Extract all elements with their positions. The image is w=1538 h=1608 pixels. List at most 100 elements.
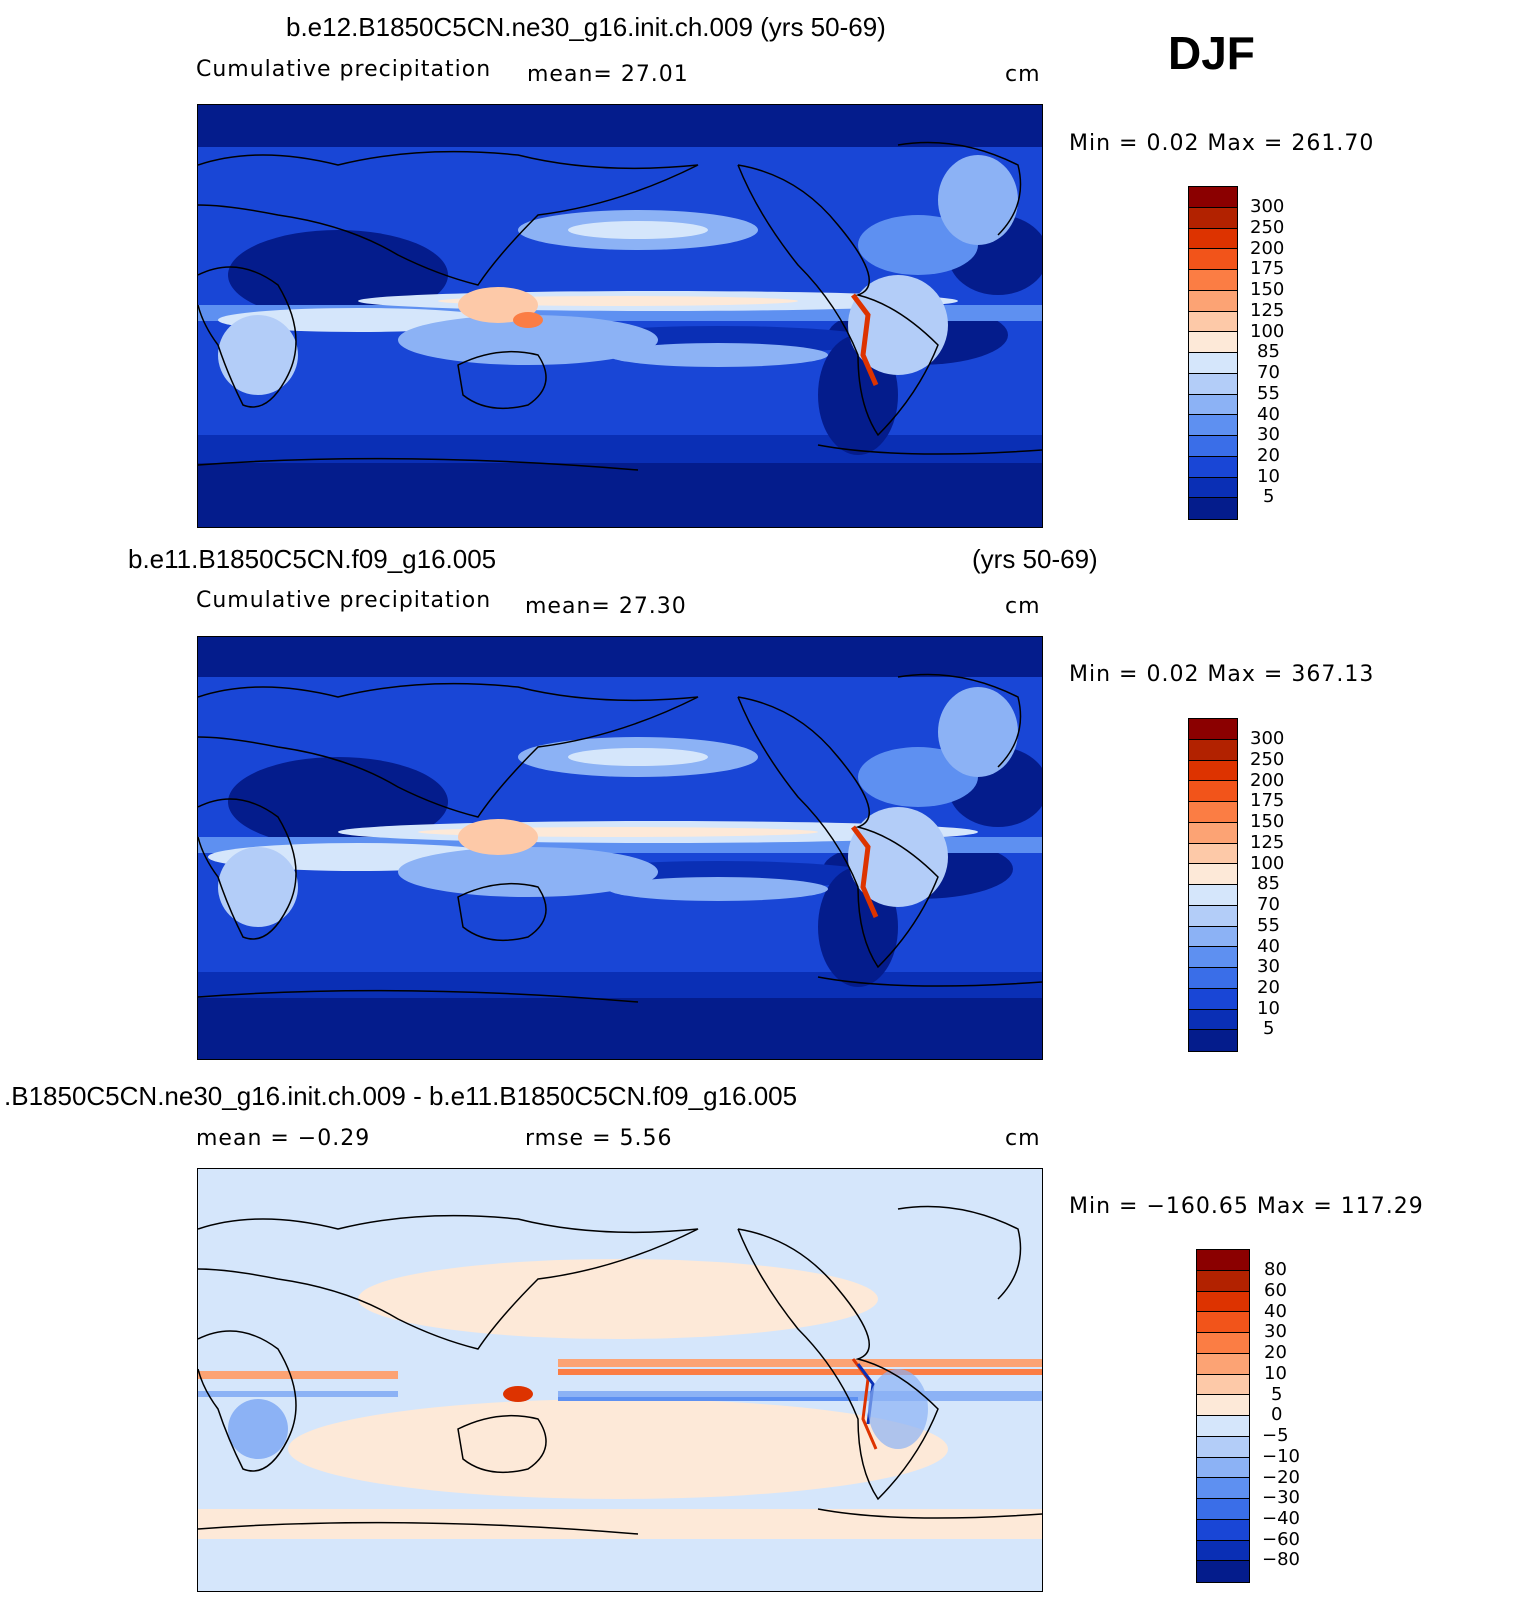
panel1-variable-label: Cumulative precipitation bbox=[196, 57, 492, 82]
colorbar-tick-label: 20 bbox=[1257, 445, 1280, 466]
panel3-colorbar-bin bbox=[1197, 1333, 1249, 1354]
panel1-colorbar-bin bbox=[1189, 270, 1237, 291]
colorbar-tick-label: 40 bbox=[1264, 1301, 1287, 1322]
colorbar-tick-label: 55 bbox=[1257, 383, 1280, 404]
panel1-colorbar-bin bbox=[1189, 415, 1237, 436]
panel3-colorbar-bin bbox=[1197, 1312, 1249, 1333]
panel1-colorbar-bin bbox=[1189, 353, 1237, 374]
colorbar-tick-label: 70 bbox=[1257, 894, 1280, 915]
panel2-map-svg bbox=[198, 637, 1042, 1059]
colorbar-tick-label: 150 bbox=[1250, 811, 1285, 832]
panel3-diff-map bbox=[197, 1168, 1043, 1592]
colorbar-tick-label: 250 bbox=[1250, 217, 1285, 238]
colorbar-tick-label: −30 bbox=[1262, 1487, 1300, 1508]
panel2-colorbar-bin bbox=[1189, 739, 1237, 761]
colorbar-tick-label: 5 bbox=[1263, 486, 1275, 507]
panel3-colorbar-bin bbox=[1197, 1519, 1249, 1541]
panel2-title: b.e11.B1850C5CN.f09_g16.005 bbox=[128, 544, 497, 574]
panel1-colorbar bbox=[1188, 186, 1238, 520]
panel3-colorbar-bin bbox=[1197, 1374, 1249, 1396]
colorbar-tick-label: 20 bbox=[1257, 977, 1280, 998]
panel2-colorbar-bin bbox=[1189, 988, 1237, 1010]
panel3-colorbar-bin bbox=[1197, 1499, 1249, 1520]
panel3-colorbar-bin bbox=[1197, 1270, 1249, 1292]
colorbar-tick-label: 175 bbox=[1250, 790, 1285, 811]
panel1-colorbar-bin bbox=[1189, 332, 1237, 353]
panel2-colorbar-bin bbox=[1189, 1030, 1237, 1051]
panel3-colorbar-bin bbox=[1197, 1416, 1249, 1437]
panel2-colorbar-bin bbox=[1189, 947, 1237, 968]
panel1-precip-map bbox=[197, 104, 1043, 528]
season-label: DJF bbox=[1168, 27, 1255, 79]
colorbar-tick-label: 200 bbox=[1250, 238, 1285, 259]
panel1-title: b.e12.B1850C5CN.ne30_g16.init.ch.009 (yr… bbox=[286, 12, 886, 42]
colorbar-tick-label: −5 bbox=[1262, 1425, 1289, 1446]
panel1-map-svg bbox=[198, 105, 1042, 527]
panel1-unit-label: cm bbox=[1005, 62, 1041, 87]
colorbar-tick-label: 85 bbox=[1257, 873, 1280, 894]
panel2-title-years: (yrs 50-69) bbox=[972, 544, 1098, 574]
colorbar-tick-label: −20 bbox=[1262, 1467, 1300, 1488]
panel2-colorbar-bin bbox=[1189, 968, 1237, 989]
panel2-colorbar-bin bbox=[1189, 885, 1237, 906]
colorbar-tick-label: 70 bbox=[1257, 362, 1280, 383]
panel3-colorbar-bin bbox=[1197, 1478, 1249, 1499]
panel1-colorbar-bin bbox=[1189, 498, 1237, 519]
panel3-colorbar-bin bbox=[1197, 1250, 1249, 1271]
panel1-minmax-label: Min = 0.02 Max = 261.70 bbox=[1069, 131, 1375, 156]
panel1-colorbar-bin bbox=[1189, 373, 1237, 395]
colorbar-tick-label: 5 bbox=[1271, 1384, 1283, 1405]
panel3-colorbar-bin bbox=[1197, 1540, 1249, 1562]
colorbar-tick-label: 40 bbox=[1257, 936, 1280, 957]
colorbar-tick-label: 175 bbox=[1250, 258, 1285, 279]
colorbar-tick-label: 300 bbox=[1250, 728, 1285, 749]
panel2-colorbar-bin bbox=[1189, 843, 1237, 865]
panel2-colorbar-bin bbox=[1189, 864, 1237, 885]
panel3-colorbar-bin bbox=[1197, 1457, 1249, 1479]
panel1-colorbar-bin bbox=[1189, 228, 1237, 250]
panel3-colorbar-bin bbox=[1197, 1436, 1249, 1458]
panel3-colorbar bbox=[1196, 1249, 1250, 1583]
colorbar-tick-label: 100 bbox=[1250, 321, 1285, 342]
panel2-colorbar-bin bbox=[1189, 719, 1237, 740]
panel2-colorbar-bin bbox=[1189, 760, 1237, 782]
colorbar-tick-label: 10 bbox=[1257, 466, 1280, 487]
colorbar-tick-label: −80 bbox=[1262, 1549, 1300, 1570]
panel2-colorbar-bin bbox=[1189, 926, 1237, 948]
colorbar-tick-label: −10 bbox=[1262, 1446, 1300, 1467]
colorbar-tick-label: −40 bbox=[1262, 1508, 1300, 1529]
colorbar-tick-label: 0 bbox=[1271, 1404, 1283, 1425]
colorbar-tick-label: 100 bbox=[1250, 853, 1285, 874]
colorbar-tick-label: 30 bbox=[1257, 424, 1280, 445]
colorbar-tick-label: 125 bbox=[1250, 300, 1285, 321]
colorbar-tick-label: 30 bbox=[1257, 956, 1280, 977]
panel2-precip-map bbox=[197, 636, 1043, 1060]
panel2-minmax-label: Min = 0.02 Max = 367.13 bbox=[1069, 662, 1375, 687]
panel2-colorbar-bin bbox=[1189, 822, 1237, 844]
panel2-colorbar-bin bbox=[1189, 781, 1237, 802]
colorbar-tick-label: 40 bbox=[1257, 404, 1280, 425]
panel1-colorbar-bin bbox=[1189, 311, 1237, 333]
panel3-rmse-label: rmse = 5.56 bbox=[525, 1126, 673, 1151]
panel1-colorbar-bin bbox=[1189, 187, 1237, 208]
colorbar-tick-label: 55 bbox=[1257, 915, 1280, 936]
colorbar-tick-label: 85 bbox=[1257, 341, 1280, 362]
colorbar-tick-label: 300 bbox=[1250, 196, 1285, 217]
panel1-colorbar-bin bbox=[1189, 436, 1237, 457]
panel3-minmax-label: Min = −160.65 Max = 117.29 bbox=[1069, 1194, 1424, 1219]
panel3-map-svg bbox=[198, 1169, 1042, 1591]
panel3-colorbar-bin bbox=[1197, 1353, 1249, 1375]
panel3-colorbar-bin bbox=[1197, 1291, 1249, 1313]
panel2-mean-label: mean= 27.30 bbox=[525, 594, 687, 619]
panel2-variable-label: Cumulative precipitation bbox=[196, 588, 492, 613]
colorbar-tick-label: −60 bbox=[1262, 1529, 1300, 1550]
panel1-colorbar-bin bbox=[1189, 207, 1237, 229]
panel1-mean-label: mean= 27.01 bbox=[527, 62, 689, 87]
panel3-title: .B1850C5CN.ne30_g16.init.ch.009 - b.e11.… bbox=[4, 1081, 798, 1111]
colorbar-tick-label: 20 bbox=[1264, 1342, 1287, 1363]
panel1-colorbar-bin bbox=[1189, 477, 1237, 499]
panel1-colorbar-bin bbox=[1189, 249, 1237, 270]
colorbar-tick-label: 10 bbox=[1257, 998, 1280, 1019]
colorbar-tick-label: 200 bbox=[1250, 770, 1285, 791]
colorbar-tick-label: 80 bbox=[1264, 1259, 1287, 1280]
